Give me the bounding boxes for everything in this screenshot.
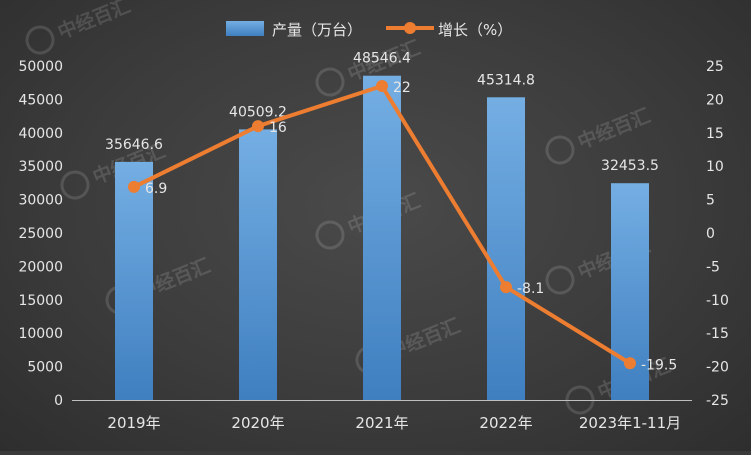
y-left-tick-label: 20000	[18, 259, 63, 275]
watermark: 中经百汇	[25, 0, 134, 55]
y-right-tick-label: -10	[706, 293, 729, 309]
y-right-tick-label: -15	[706, 326, 729, 342]
bar	[363, 75, 401, 400]
line-point	[376, 80, 388, 93]
bar	[239, 129, 277, 400]
zjbh-logo-icon	[545, 135, 575, 165]
line-point	[128, 180, 140, 193]
watermark: 中经百汇	[545, 104, 654, 165]
y-left-tick-label: 50000	[18, 59, 63, 75]
line-point	[624, 357, 636, 370]
bar	[115, 161, 153, 400]
y-left-tick-label: 45000	[18, 92, 63, 108]
x-axis: 2019年 2020年 2021年 2022年 2023年1-11月	[72, 400, 692, 432]
y-left-tick-label: 5000	[27, 360, 63, 376]
legend: 产量（万台） 增长（%）	[226, 21, 512, 39]
line-data-label: 16	[269, 120, 287, 136]
bar-data-label: 32453.5	[601, 158, 659, 174]
line-data-label: 6.9	[145, 181, 167, 197]
bar-series: 35646.6 40509.2 48546.4 45314.8 32453.5	[105, 51, 659, 401]
right-axis: -25 -20 -15 -10 -5 0 5 10 15 20 25	[706, 59, 729, 409]
line-point	[500, 281, 512, 294]
zjbh-logo-icon	[315, 67, 345, 97]
x-tick-label: 2020年	[231, 414, 284, 432]
y-left-tick-label: 35000	[18, 159, 63, 175]
x-tick-label: 2022年	[479, 414, 532, 432]
zjbh-logo-icon	[25, 25, 55, 55]
x-tick-label: 2021年	[355, 414, 408, 432]
x-tick-label: 2019年	[107, 414, 160, 432]
bar-data-label: 45314.8	[477, 72, 535, 88]
x-tick-label: 2023年1-11月	[579, 414, 681, 432]
watermark-text: 中经百汇	[574, 104, 653, 154]
watermark-text: 中经百汇	[54, 0, 133, 44]
line-data-label: 22	[393, 80, 411, 96]
line-data-label: -8.1	[517, 281, 544, 297]
y-right-tick-label: -5	[706, 259, 720, 275]
legend-bar-swatch	[226, 21, 264, 36]
y-left-tick-label: 25000	[18, 226, 63, 242]
y-left-tick-label: 0	[54, 393, 63, 409]
y-left-tick-label: 30000	[18, 193, 63, 209]
bar	[487, 97, 525, 401]
y-left-tick-label: 15000	[18, 293, 63, 309]
bar-data-label: 40509.2	[229, 104, 287, 120]
y-right-tick-label: -20	[706, 360, 729, 376]
bar-data-label: 48546.4	[353, 51, 411, 67]
y-right-tick-label: 15	[706, 126, 724, 142]
y-left-tick-label: 40000	[18, 126, 63, 142]
zjbh-logo-icon	[315, 220, 345, 250]
left-axis: 0 5000 10000 15000 20000 25000 30000 35000 40000…	[18, 59, 63, 409]
zjbh-logo-icon	[565, 385, 595, 415]
y-right-tick-label: 10	[706, 159, 724, 175]
bar-data-label: 35646.6	[105, 137, 163, 153]
zjbh-logo-icon	[545, 265, 575, 295]
line-series: 6.9 16 22 -8.1 -19.5	[128, 80, 677, 373]
legend-bar-label: 产量（万台）	[272, 21, 362, 39]
zjbh-logo-icon	[60, 170, 90, 200]
y-right-tick-label: 20	[706, 92, 724, 108]
line-point	[252, 120, 264, 133]
y-left-tick-label: 10000	[18, 326, 63, 342]
line-data-label: -19.5	[641, 357, 677, 373]
y-right-tick-label: 25	[706, 59, 724, 75]
legend-line-marker	[404, 22, 416, 34]
y-right-tick-label: -25	[706, 393, 729, 409]
legend-line-label: 增长（%）	[438, 21, 512, 39]
y-right-tick-label: 0	[706, 226, 715, 242]
y-right-tick-label: 5	[706, 193, 715, 209]
